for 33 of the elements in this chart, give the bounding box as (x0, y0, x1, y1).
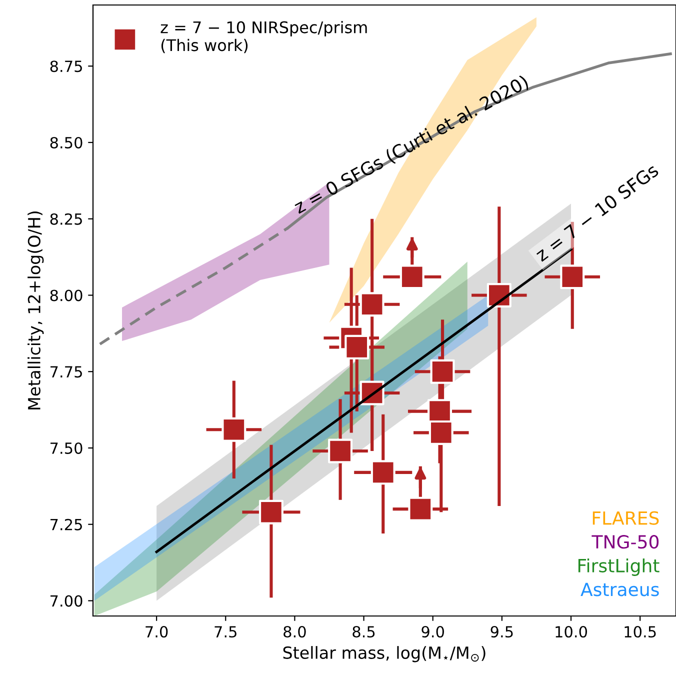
x-tick-label: 10.5 (624, 626, 656, 638)
point (408, 496, 433, 522)
x-tick-label: 7.0 (146, 626, 168, 638)
point (560, 264, 585, 290)
x-tick-label: 9.0 (422, 626, 444, 638)
y-axis-title: Metallicity, 12+log(O/H) (28, 211, 44, 410)
y-tick-label: 7.50 (50, 442, 82, 454)
y-tick-label: 8.00 (50, 290, 82, 302)
y-tick-label: 7.75 (50, 366, 82, 378)
x-tick-label: 7.5 (214, 626, 236, 638)
point (428, 420, 454, 445)
y-tick-label: 8.25 (50, 213, 82, 225)
y-tick-label: 7.00 (50, 595, 82, 607)
x-tick-label: 8.0 (284, 626, 306, 638)
y-tick-label: 8.75 (50, 60, 82, 72)
point (258, 500, 284, 524)
legend-label: z = 7 − 10 NIRSpec/prism (This work) (160, 20, 367, 54)
y-tick-label: 7.25 (50, 518, 82, 530)
y-tick-label: 8.50 (50, 136, 82, 148)
x-axis-title: Stellar mass, log(M$_{⋆}$/M$_{⊙}$) (283, 646, 486, 662)
legend-label: Astraeus (580, 582, 659, 596)
point (360, 292, 384, 317)
point (222, 417, 246, 442)
point (328, 438, 353, 464)
point (430, 359, 455, 384)
x-tick-label: 9.5 (490, 626, 513, 638)
legend-label: TNG-50 (592, 535, 659, 549)
x-tick-label: 10.0 (556, 626, 587, 638)
point (370, 460, 396, 485)
x-tick-label: 8.5 (352, 626, 375, 638)
point (344, 334, 370, 360)
legend-label: FLARES (592, 511, 659, 525)
legend-label: FirstLight (578, 558, 660, 576)
